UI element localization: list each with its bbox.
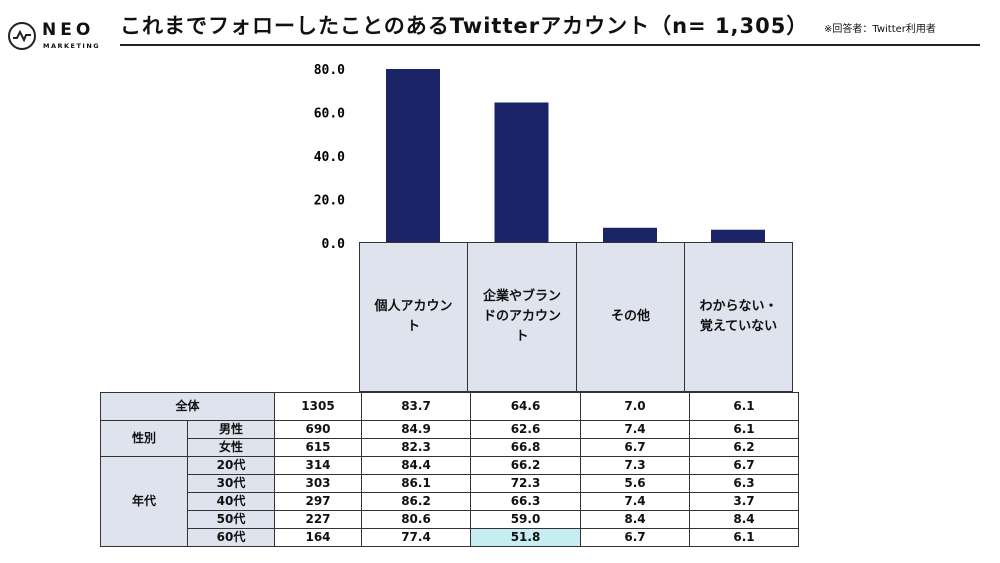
value-cell: 3.7 [689,492,799,511]
sub-label: 40代 [187,492,275,511]
category-label-1: 企業やブラン ドのアカウント [467,242,577,392]
sub-label: 女性 [187,438,275,457]
value-cell: 86.2 [361,492,471,511]
value-cell: 66.3 [470,492,581,511]
value-cell: 77.4 [361,528,471,547]
value-cell: 7.3 [580,456,690,475]
n-cell: 314 [274,456,362,475]
category-label-line: その他 [610,309,650,324]
row-label-total: 全体 [100,392,275,421]
title-divider [120,44,980,46]
n-cell: 690 [274,420,362,439]
value-cell: 6.1 [689,528,799,547]
y-tick-label: 20.0 [314,194,345,209]
value-cell: 6.3 [689,474,799,493]
value-cell: 66.2 [470,456,581,475]
data-table: 全体 1305 83.7 64.6 7.0 6.1 性別 男性 690 84.9 62.6 7.4 6.… [100,392,799,547]
value-cell: 7.4 [580,492,690,511]
category-label-line: 覚えていない [699,319,778,334]
bar-0 [386,69,440,243]
sub-label: 男性 [187,420,275,439]
value-cell: 7.0 [580,392,690,421]
value-cell: 5.6 [580,474,690,493]
pulse-icon [8,22,36,50]
table-row: 30代 303 86.1 72.3 5.6 6.3 [101,474,799,493]
n-cell: 1305 [274,392,362,421]
sub-label: 20代 [187,456,275,475]
category-label-line: ト [406,319,420,334]
category-label-line: わからない・ [699,299,778,314]
value-cell: 6.2 [689,438,799,457]
table-row: 年代 20代 314 84.4 66.2 7.3 6.7 [100,456,799,547]
category-label-0: 個人アカウント [359,242,468,392]
value-cell: 7.4 [580,420,690,439]
group-label: 性別 [100,420,188,457]
sub-label: 50代 [187,510,275,529]
category-label-line: ドのアカウン [482,309,561,324]
table-row: 40代 297 86.2 66.3 7.4 3.7 [101,492,799,511]
value-cell: 80.6 [361,510,471,529]
table-row: 女性 615 82.3 66.8 6.7 6.2 [101,438,799,457]
brand-logo: NEO MARKETING [8,18,108,58]
value-cell: 8.4 [689,510,799,529]
category-label-line: 個人アカウン [374,299,453,314]
table-row: 性別 男性 690 84.9 62.6 7.4 6.1 [100,420,799,457]
value-cell: 8.4 [580,510,690,529]
value-cell: 86.1 [361,474,471,493]
y-tick-label: 40.0 [314,150,345,165]
value-cell: 83.7 [361,392,471,421]
value-cell: 51.8 [470,528,581,547]
category-label-3: わからない・ 覚えていない [684,242,793,392]
value-cell: 6.1 [689,392,799,421]
value-cell: 64.6 [470,392,581,421]
value-cell: 82.3 [361,438,471,457]
value-cell: 84.9 [361,420,471,439]
n-cell: 227 [274,510,362,529]
sub-label: 60代 [187,528,275,547]
value-cell: 84.4 [361,456,471,475]
bar-chart: 80.0 60.0 40.0 20.0 0.0 [314,63,765,252]
value-cell: 6.1 [689,420,799,439]
sub-label: 30代 [187,474,275,493]
category-label-line: 企業やブラン [482,289,561,304]
value-cell: 72.3 [470,474,581,493]
y-tick-label: 60.0 [314,107,345,122]
value-cell: 59.0 [470,510,581,529]
bar-1 [494,102,549,244]
category-label-2: その他 [576,242,685,392]
y-tick-label: 0.0 [322,237,346,252]
value-cell: 66.8 [470,438,581,457]
n-cell: 615 [274,438,362,457]
value-cell: 6.7 [580,528,690,547]
y-tick-label: 80.0 [314,63,345,78]
bar-2 [603,227,657,243]
bar-3 [711,229,765,243]
respondent-note: ※回答者：Twitter利用者 [824,24,936,35]
value-cell: 6.7 [580,438,690,457]
group-label: 年代 [100,456,188,547]
n-cell: 297 [274,492,362,511]
table-row: 全体 1305 83.7 64.6 7.0 6.1 [100,392,799,421]
brand-sub: MARKETING [43,42,101,50]
page-title: これまでフォローしたことのあるTwitterアカウント（n= 1,305） [120,14,809,38]
table-row: 60代 164 77.4 51.8 6.7 6.1 [101,528,799,547]
n-cell: 164 [274,528,362,547]
brand-name: NEO [42,20,95,40]
value-cell: 62.6 [470,420,581,439]
n-cell: 303 [274,474,362,493]
value-cell: 6.7 [689,456,799,475]
table-row: 50代 227 80.6 59.0 8.4 8.4 [101,510,799,529]
category-label-line: ト [515,329,529,344]
